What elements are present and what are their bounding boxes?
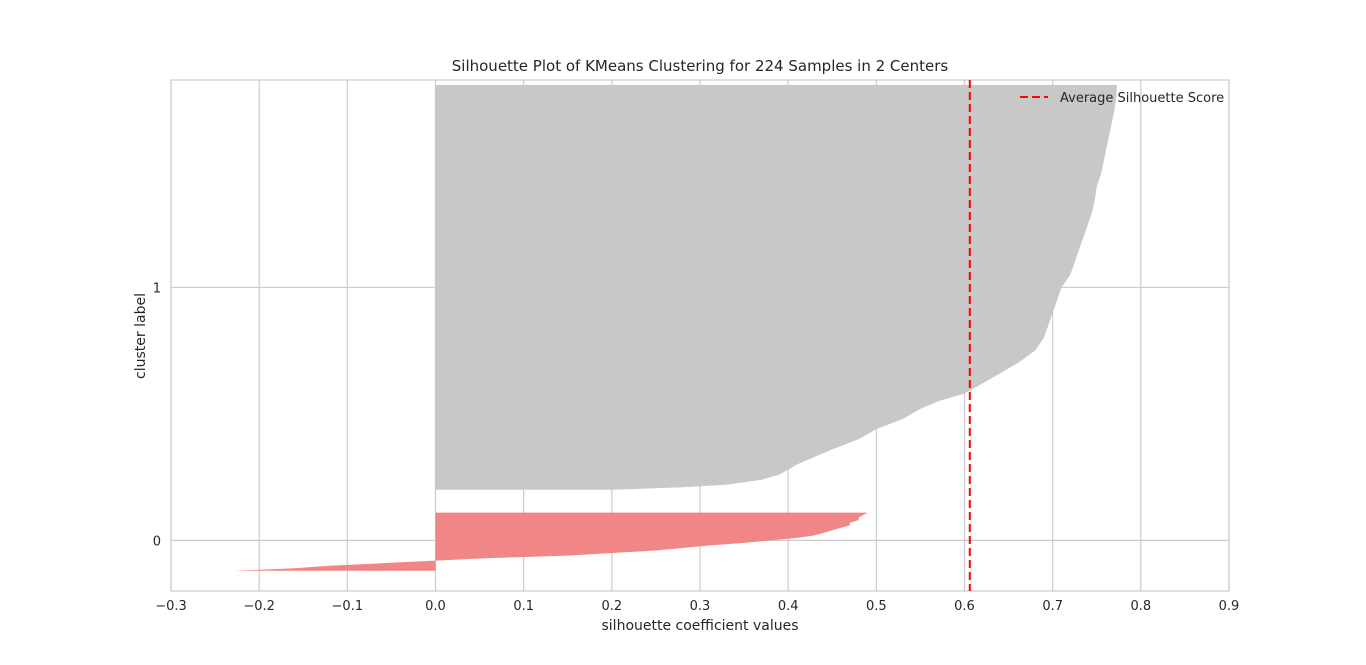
silhouette-area-cluster-0	[234, 512, 868, 571]
legend-label-average-score: Average Silhouette Score	[1060, 91, 1224, 106]
x-tick-label: 0.4	[778, 599, 799, 614]
silhouette-area-cluster-1	[435, 85, 1118, 490]
x-tick-label: 0.9	[1219, 599, 1240, 614]
x-tick-label: −0.3	[155, 599, 187, 614]
x-tick-label: 0.3	[690, 599, 711, 614]
x-tick-labels: −0.3 −0.2 −0.1 0.0 0.1 0.2 0.3 0.4 0.5 0.6 0.7 0.8 0…	[155, 599, 1239, 614]
y-tick-label: 0	[153, 534, 161, 549]
cluster-silhouettes	[234, 85, 1118, 571]
x-tick-label: 0.7	[1042, 599, 1063, 614]
x-tick-label: −0.2	[243, 599, 275, 614]
x-tick-label: 0.1	[513, 599, 534, 614]
x-tick-label: 0.6	[954, 599, 975, 614]
x-tick-label: 0.2	[601, 599, 622, 614]
plot-frame	[170, 79, 1230, 592]
x-tick-label: −0.1	[332, 599, 364, 614]
y-tick-labels: 01	[153, 281, 161, 549]
x-axis-label: silhouette coefficient values	[602, 618, 799, 634]
y-tick-label: 1	[153, 281, 161, 296]
y-axis-label: cluster label	[133, 293, 149, 379]
x-tick-label: 0.8	[1130, 599, 1151, 614]
x-tick-label: 0.5	[866, 599, 887, 614]
x-tick-label: 0.0	[425, 599, 446, 614]
legend: Average Silhouette Score	[1020, 91, 1224, 106]
chart-title: Silhouette Plot of KMeans Clustering for…	[452, 57, 949, 75]
